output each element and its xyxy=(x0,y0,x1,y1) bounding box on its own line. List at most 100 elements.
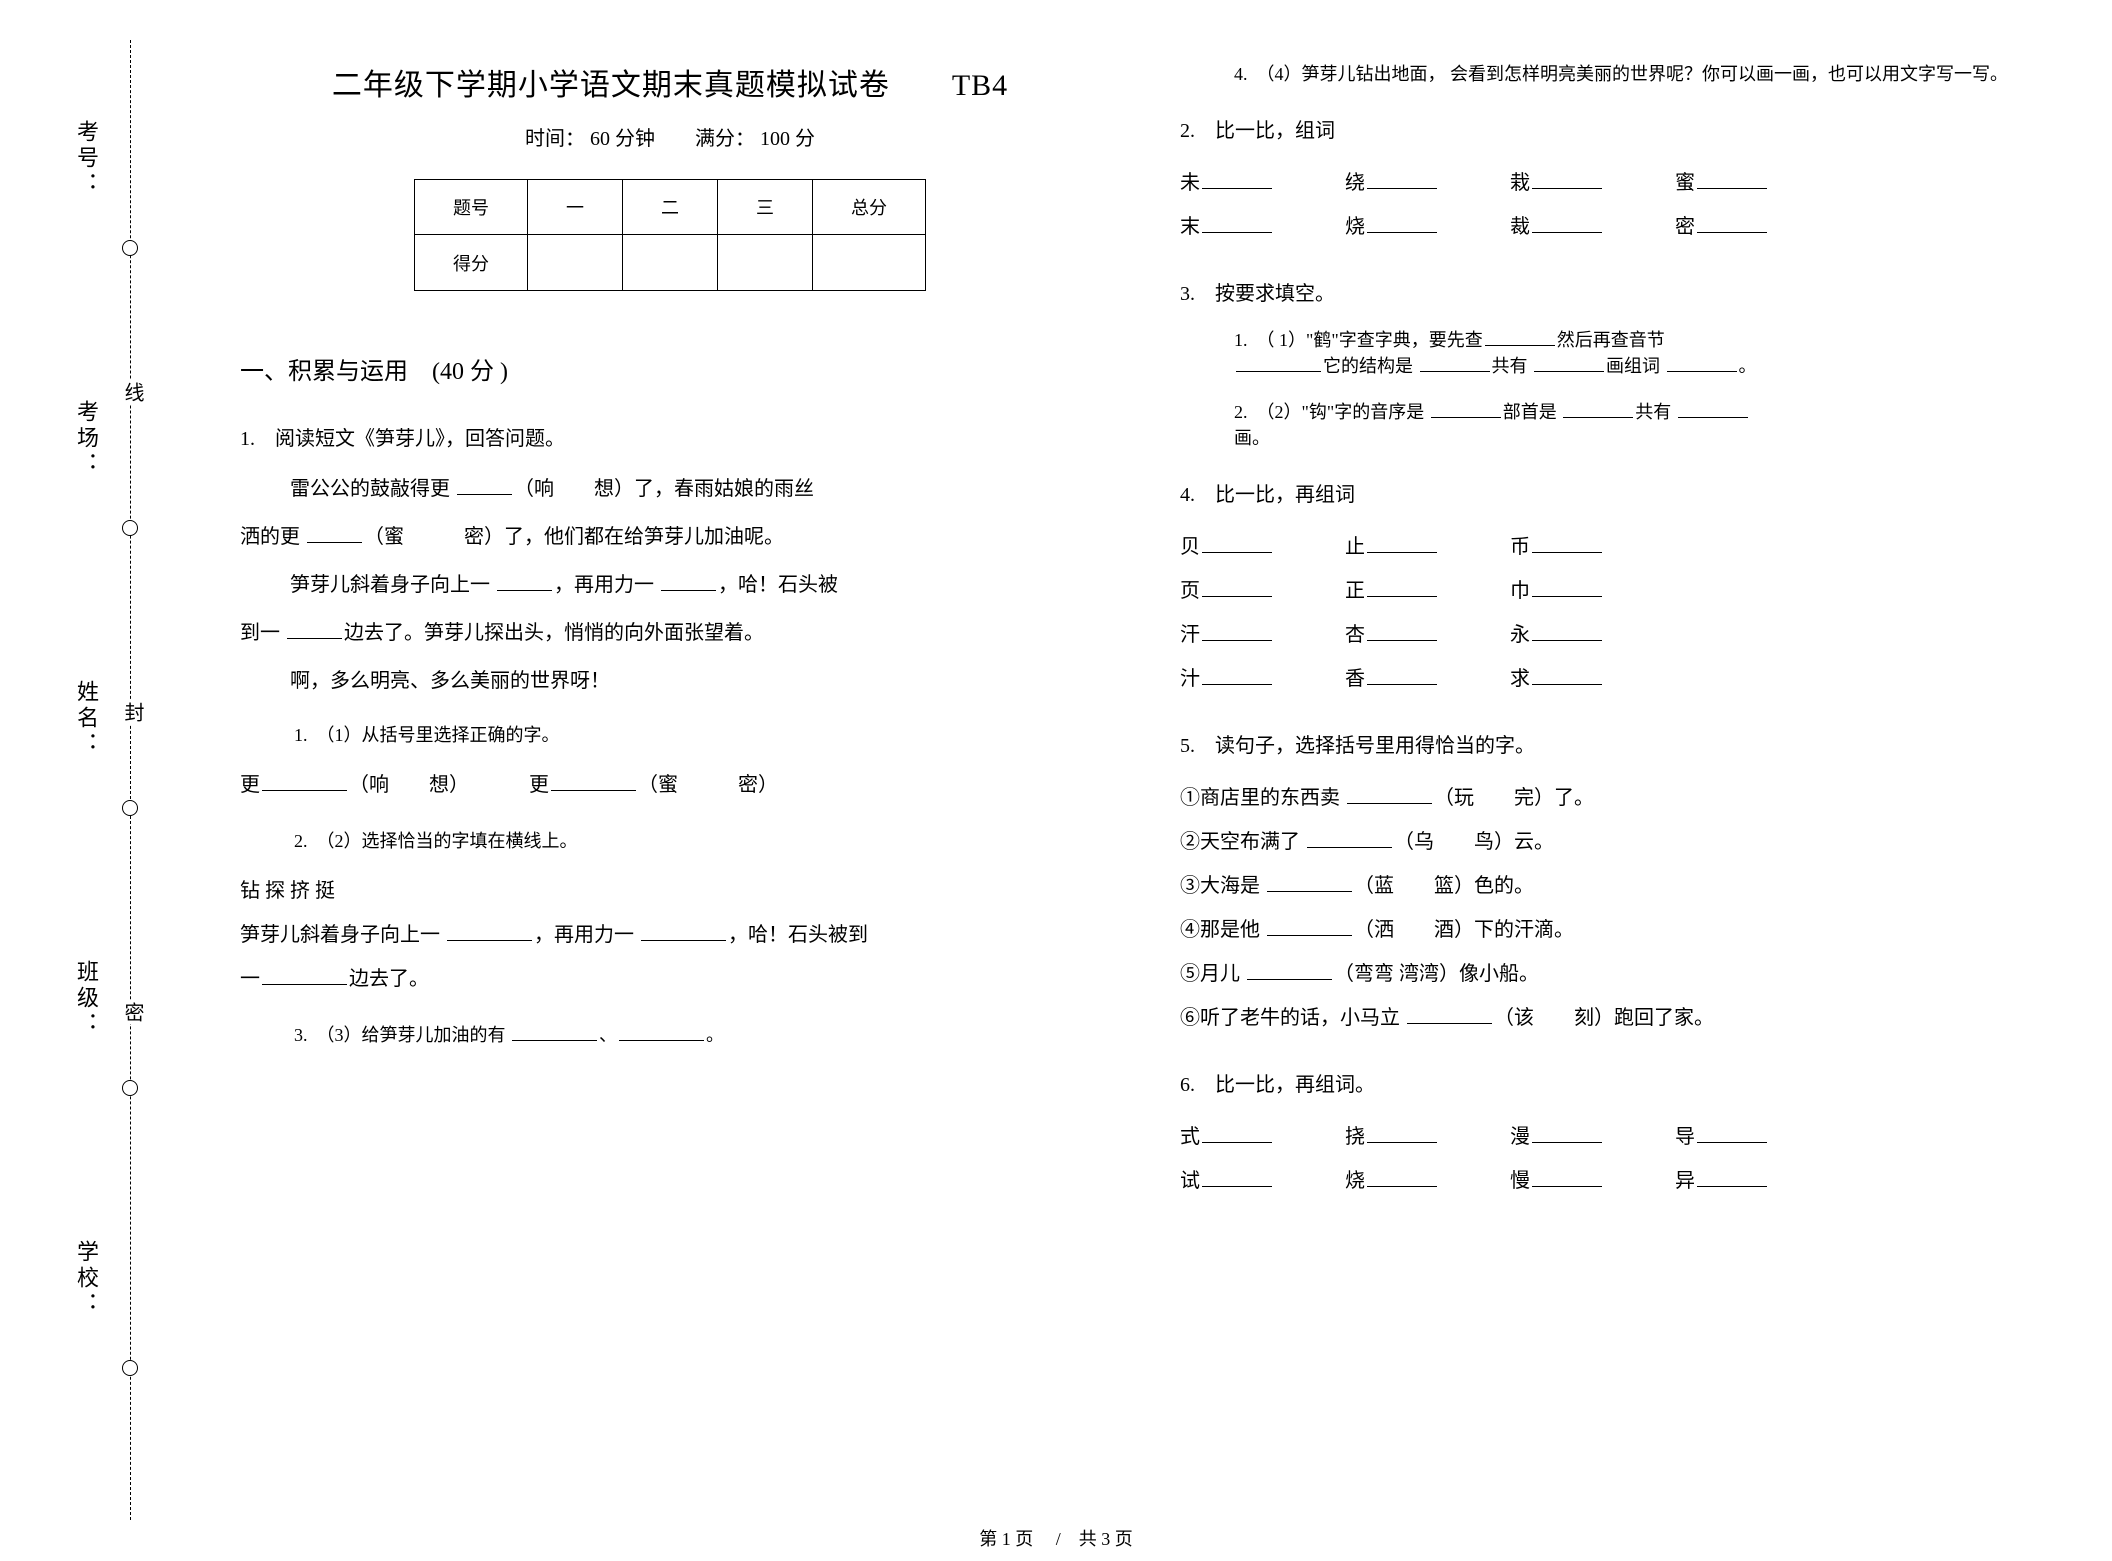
fill-blank[interactable] xyxy=(1267,872,1352,892)
fill-blank[interactable] xyxy=(1697,213,1767,233)
fill-blank[interactable] xyxy=(1678,400,1748,418)
fill-blank[interactable] xyxy=(1247,960,1332,980)
fill-blank[interactable] xyxy=(619,1023,704,1041)
q1-sub4: 4. （4）笋芽儿钻出地面， 会看到怎样明亮美丽的世界呢？你可以画一画，也可以用… xyxy=(1234,60,2040,86)
fill-blank[interactable] xyxy=(1667,354,1737,372)
q2-row: 末 烧 裁 密 xyxy=(1180,205,2040,249)
q1-sub1-line: 更（响 想） 更（蜜 密） xyxy=(240,763,1100,807)
text: （响 想）了，春雨姑娘的雨丝 xyxy=(514,478,814,500)
right-column: 4. （4）笋芽儿钻出地面， 会看到怎样明亮美丽的世界呢？你可以画一画，也可以用… xyxy=(1140,60,2080,1500)
score-cell[interactable] xyxy=(528,235,623,291)
text: 边去了。笋芽儿探出头，悄悄的向外面张望着。 xyxy=(344,622,764,644)
fill-blank[interactable] xyxy=(1485,328,1555,346)
fill-blank[interactable] xyxy=(1202,533,1272,553)
fill-blank[interactable] xyxy=(262,771,347,791)
fill-blank[interactable] xyxy=(497,571,552,591)
text: ①商店里的东西卖 xyxy=(1180,787,1345,809)
fill-blank[interactable] xyxy=(512,1023,597,1041)
fill-blank[interactable] xyxy=(1367,169,1437,189)
fill-blank[interactable] xyxy=(1202,169,1272,189)
fill-blank[interactable] xyxy=(262,965,347,985)
fill-blank[interactable] xyxy=(1367,533,1437,553)
char: 汗 xyxy=(1180,624,1200,646)
fill-blank[interactable] xyxy=(1347,784,1432,804)
fill-blank[interactable] xyxy=(1407,1004,1492,1024)
q4-row: 贝 止 币 xyxy=(1180,525,2040,569)
char: 栽 xyxy=(1510,172,1530,194)
char: 页 xyxy=(1180,580,1200,602)
fill-blank[interactable] xyxy=(287,619,342,639)
fill-blank[interactable] xyxy=(307,523,362,543)
question-5: 5. 读句子，选择括号里用得恰当的字。 xyxy=(1180,729,2040,758)
text: 、 xyxy=(599,1025,617,1045)
fill-blank[interactable] xyxy=(1307,828,1392,848)
char: 末 xyxy=(1180,216,1200,238)
text: 更 xyxy=(240,774,260,796)
char: 正 xyxy=(1345,580,1365,602)
char: 慢 xyxy=(1510,1170,1530,1192)
fill-blank[interactable] xyxy=(1367,621,1437,641)
score-row-label: 得分 xyxy=(415,235,528,291)
text: 共有 xyxy=(1492,356,1533,376)
fill-blank[interactable] xyxy=(1563,400,1633,418)
fill-blank[interactable] xyxy=(1532,1167,1602,1187)
fill-blank[interactable] xyxy=(1431,400,1501,418)
question-1: 1. 阅读短文《笋芽儿》，回答问题。 xyxy=(240,422,1100,451)
text: 它的结构是 xyxy=(1323,356,1418,376)
score-cell[interactable] xyxy=(813,235,926,291)
fill-blank[interactable] xyxy=(641,921,726,941)
fill-blank[interactable] xyxy=(551,771,636,791)
fill-blank[interactable] xyxy=(457,475,512,495)
fill-blank[interactable] xyxy=(1202,1123,1272,1143)
exam-title: 二年级下学期小学语文期末真题模拟试卷 TB4 xyxy=(240,60,1100,104)
text: 共有 xyxy=(1635,402,1676,422)
fill-blank[interactable] xyxy=(1697,1167,1767,1187)
q5-line: ⑥听了老牛的话，小马立 （该 刻）跑回了家。 xyxy=(1180,996,2040,1040)
fill-blank[interactable] xyxy=(1202,665,1272,685)
fill-blank[interactable] xyxy=(447,921,532,941)
fill-blank[interactable] xyxy=(1367,1167,1437,1187)
fill-blank[interactable] xyxy=(1534,354,1604,372)
fill-blank[interactable] xyxy=(1202,1167,1272,1187)
text: 雷公公的鼓敲得更 xyxy=(290,478,455,500)
fill-blank[interactable] xyxy=(1367,665,1437,685)
q4-row: 汗 杏 永 xyxy=(1180,613,2040,657)
fill-blank[interactable] xyxy=(1202,213,1272,233)
fill-blank[interactable] xyxy=(661,571,716,591)
score-header: 三 xyxy=(718,180,813,235)
page-content: 二年级下学期小学语文期末真题模拟试卷 TB4 时间： 60 分钟 满分： 100… xyxy=(200,60,2080,1500)
fill-blank[interactable] xyxy=(1367,213,1437,233)
fill-blank[interactable] xyxy=(1532,169,1602,189)
text: 到一 xyxy=(240,622,285,644)
text: （蜜 密）了，他们都在给笋芽儿加油呢。 xyxy=(364,526,784,548)
fill-blank[interactable] xyxy=(1202,577,1272,597)
fill-blank[interactable] xyxy=(1267,916,1352,936)
fill-blank[interactable] xyxy=(1532,533,1602,553)
char: 绕 xyxy=(1345,172,1365,194)
score-cell[interactable] xyxy=(718,235,813,291)
fill-blank[interactable] xyxy=(1367,577,1437,597)
text: ，哈！石头被到 xyxy=(728,924,868,946)
score-cell[interactable] xyxy=(623,235,718,291)
text: 。 xyxy=(1739,356,1757,376)
fill-blank[interactable] xyxy=(1367,1123,1437,1143)
fill-blank[interactable] xyxy=(1236,354,1321,372)
text: 。 xyxy=(706,1025,724,1045)
fill-blank[interactable] xyxy=(1532,1123,1602,1143)
fill-blank[interactable] xyxy=(1697,169,1767,189)
q2-row: 未 绕 栽 蜜 xyxy=(1180,161,2040,205)
q3-sub2: 2. （2）"钩"字的音序是 部首是 共有 画。 xyxy=(1234,398,2040,450)
fill-blank[interactable] xyxy=(1532,577,1602,597)
fill-blank[interactable] xyxy=(1420,354,1490,372)
fill-blank[interactable] xyxy=(1697,1123,1767,1143)
fill-blank[interactable] xyxy=(1532,665,1602,685)
fill-blank[interactable] xyxy=(1532,213,1602,233)
text: 画组词 xyxy=(1606,356,1665,376)
fill-blank[interactable] xyxy=(1532,621,1602,641)
score-header: 题号 xyxy=(415,180,528,235)
question-3: 3. 按要求填空。 xyxy=(1180,277,2040,306)
q6-row: 式 挠 漫 导 xyxy=(1180,1115,2040,1159)
binding-seal-mi: 密 xyxy=(118,1000,147,1024)
char: 蜜 xyxy=(1675,172,1695,194)
fill-blank[interactable] xyxy=(1202,621,1272,641)
